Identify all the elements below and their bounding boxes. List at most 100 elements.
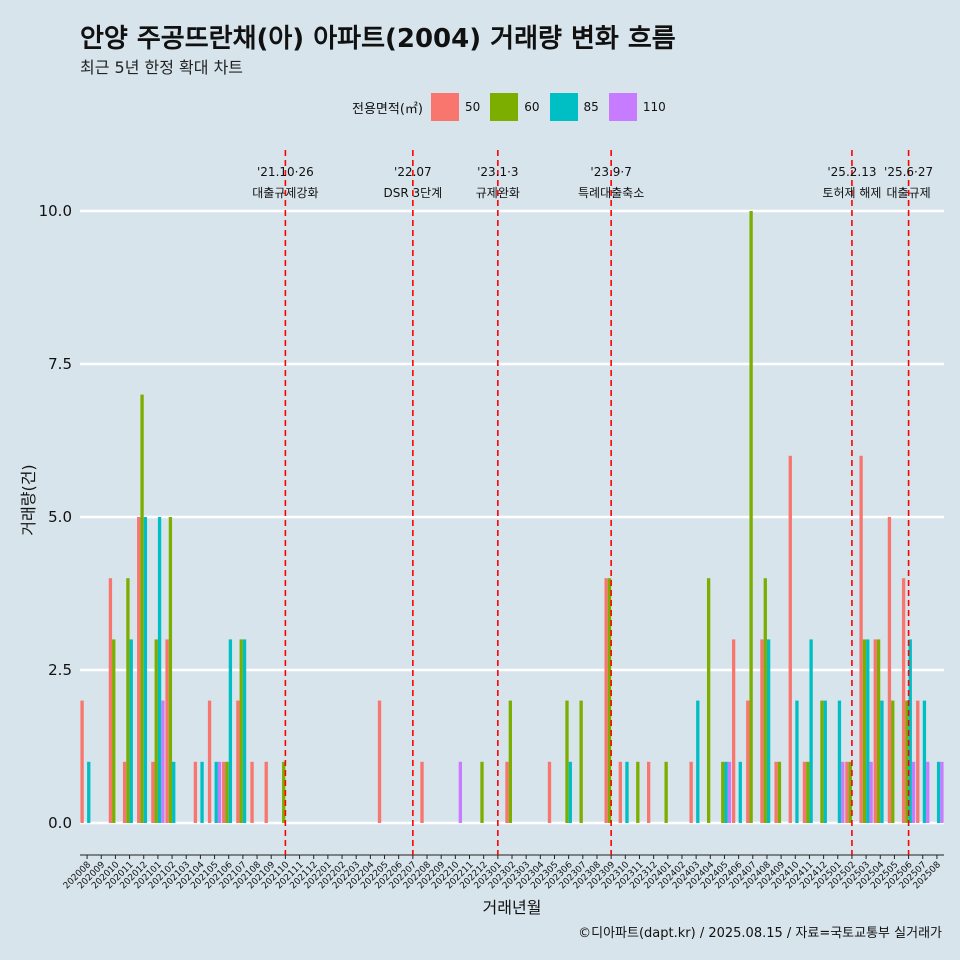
bar-50-202104 (193, 761, 198, 823)
bar-60-202012 (140, 394, 144, 823)
bar-110-202101 (161, 700, 165, 823)
bar-60-202212 (480, 761, 484, 823)
bar-110-202506 (911, 761, 916, 823)
y-axis-title: 거래량(건) (19, 464, 38, 535)
bar-50-202101 (151, 761, 155, 823)
bar-110-202210 (458, 761, 463, 823)
source-caption: ©디아파트(dapt.kr) / 2025.08.15 / 자료=국토교통부 실… (578, 926, 942, 941)
legend-item-85: 85 (549, 93, 599, 121)
bar-50-202505 (887, 517, 892, 823)
legend-swatch-60 (490, 93, 519, 121)
bar-110-202501 (841, 761, 845, 823)
legend: 전용면적(㎡) 50 60 85 110 (352, 92, 676, 122)
bar-85-202106 (228, 639, 233, 823)
bar-50-202205 (377, 700, 382, 823)
bar-50-202503 (859, 455, 863, 823)
event-date-0: '21.10·26 (257, 165, 314, 179)
bar-85-202403 (696, 700, 700, 823)
bar-50-202012 (137, 517, 141, 823)
event-label-0: 대출규제강화 (252, 186, 318, 200)
bar-110-202507 (926, 761, 930, 823)
bar-85-202008 (87, 761, 91, 823)
bar-85-202503 (866, 639, 870, 823)
bar-85-202105 (214, 761, 218, 823)
bar-60-202311 (636, 761, 640, 823)
bar-50-202409 (774, 761, 778, 823)
bar-85-202102 (172, 761, 176, 823)
bar-85-202412 (823, 700, 827, 823)
bar-85-202310 (625, 761, 629, 823)
bar-60-202101 (154, 639, 158, 823)
bar-50-202310 (618, 761, 622, 823)
chart-subtitle: 최근 5년 한정 확대 차트 (80, 58, 244, 77)
bar-110-202105 (217, 761, 222, 823)
y-tick-label: 10.0 (39, 202, 72, 220)
bar-85-202107 (242, 639, 247, 823)
bar-85-202504 (880, 700, 884, 823)
event-label-5: 대출규제 (887, 186, 931, 200)
y-tick-label: 7.5 (48, 355, 72, 373)
bar-110-202503 (869, 761, 873, 823)
bar-60-202404 (706, 578, 711, 823)
legend-label-60: 60 (524, 100, 540, 114)
bar-85-202405 (724, 761, 728, 823)
bar-85-202506 (908, 639, 912, 823)
legend-label-110: 110 (642, 100, 666, 114)
bar-50-202406 (731, 639, 736, 823)
bar-85-202410 (795, 700, 799, 823)
bar-60-202412 (820, 700, 824, 823)
bar-60-202506 (905, 700, 909, 823)
legend-item-50: 50 (430, 93, 481, 121)
bar-60-202106 (225, 761, 229, 823)
event-label-3: 특례대출축소 (578, 186, 644, 200)
bar-50-202407 (746, 700, 750, 823)
bar-50-202109 (264, 761, 268, 823)
y-tick-label: 5.0 (48, 508, 72, 526)
bar-60-202504 (876, 639, 881, 823)
bar-60-202411 (806, 761, 810, 823)
event-date-4: '25.2.13 (827, 165, 876, 179)
bar-60-202503 (862, 639, 867, 823)
bar-50-202506 (901, 578, 906, 823)
legend-swatch-85 (549, 93, 578, 121)
y-tick-label: 2.5 (48, 661, 72, 679)
bar-60-202502 (848, 761, 852, 823)
bar-60-202409 (777, 761, 782, 823)
bar-50-202106 (222, 761, 226, 823)
bar-60-202408 (763, 578, 767, 823)
bar-85-202406 (738, 761, 742, 823)
bar-50-202008 (80, 700, 84, 823)
bar-50-202403 (689, 761, 693, 823)
event-date-2: '23.1·3 (477, 165, 518, 179)
bar-85-202508 (936, 761, 941, 823)
bar-50-202107 (236, 700, 240, 823)
legend-title: 전용면적(㎡) (352, 101, 423, 117)
bar-50-202208 (420, 761, 424, 823)
bar-50-202312 (646, 761, 651, 823)
bar-50-202302 (505, 761, 509, 823)
bar-50-202411 (802, 761, 807, 823)
bar-50-202011 (122, 761, 127, 823)
bar-85-202011 (129, 639, 133, 823)
bar-60-202306 (565, 700, 569, 823)
x-axis-title: 거래년월 (483, 898, 542, 917)
bar-50-202309 (604, 578, 608, 823)
bar-110-202405 (727, 761, 732, 823)
bar-110-202508 (940, 761, 944, 823)
bar-60-202407 (749, 211, 753, 823)
legend-label-50: 50 (464, 100, 481, 114)
y-tick-label: 0.0 (48, 814, 72, 832)
bar-85-202501 (837, 700, 842, 823)
bar-50-202105 (207, 700, 212, 823)
legend-item-60: 60 (490, 93, 540, 121)
bar-50-202502 (845, 761, 849, 823)
event-label-4: 토허제 해제 (822, 186, 881, 200)
bar-50-202408 (760, 639, 764, 823)
bar-85-202104 (200, 761, 204, 823)
bar-60-202011 (126, 578, 130, 823)
bar-85-202306 (568, 761, 572, 823)
bar-60-202302 (508, 700, 512, 823)
legend-swatch-110 (608, 93, 637, 121)
bar-50-202507 (916, 700, 920, 823)
